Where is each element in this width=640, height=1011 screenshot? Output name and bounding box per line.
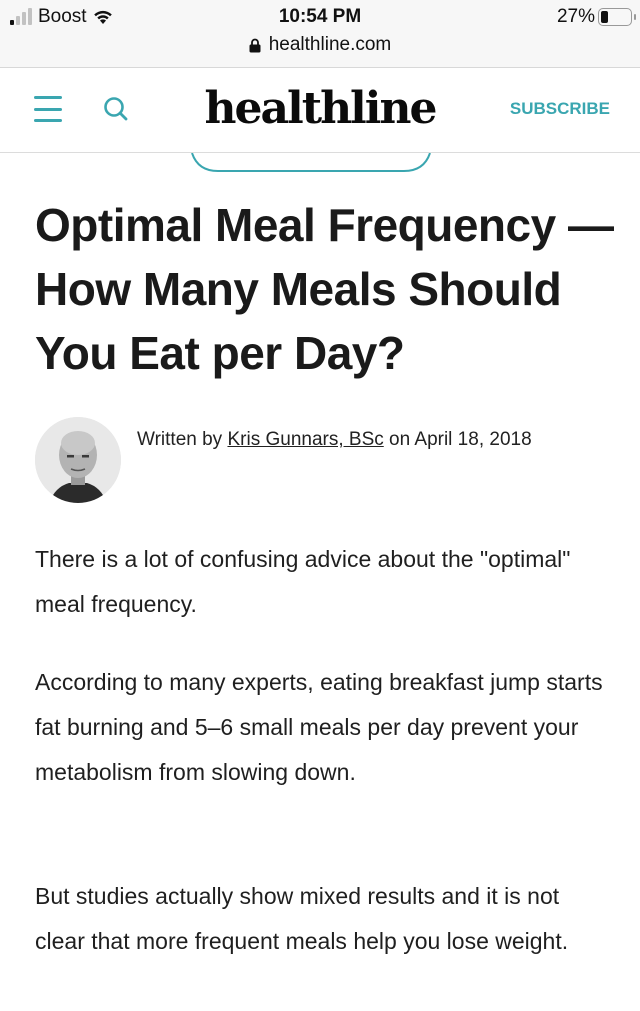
status-right: 27% [556,6,636,28]
author-photo-icon [35,417,121,503]
clock: 10:54 PM [278,6,362,27]
author-avatar[interactable] [35,417,121,503]
address-bar[interactable]: healthline.com [0,34,640,56]
lock-icon [249,38,261,52]
url-text: healthline.com [268,34,392,55]
byline-date: on April 18, 2018 [383,429,532,450]
byline: Written by Kris Gunnars, BSc on April 18… [35,417,615,507]
article-title: Optimal Meal Frequency — How Many Meals … [35,199,614,379]
article-paragraph: There is a lot of confusing advice about… [35,546,571,617]
subscribe-button[interactable]: SUBSCRIBE [509,99,610,118]
menu-icon[interactable] [34,96,62,122]
byline-prefix: Written by [137,429,228,450]
nav-tab-outline[interactable] [190,153,432,175]
article-paragraph: According to many experts, eating breakf… [35,669,603,785]
article-paragraph: But studies actually show mixed results … [35,883,569,954]
healthline-logo[interactable]: healthline [204,83,438,134]
site-header: healthline SUBSCRIBE [0,69,640,153]
search-icon[interactable] [100,93,132,125]
byline-text: Written by Kris Gunnars, BSc on April 18… [137,423,607,457]
status-left: Boost [10,6,113,28]
carrier-name: Boost [38,6,87,27]
status-bar: Boost 10:54 PM 27% healthline.com [0,0,640,68]
wifi-icon [93,10,112,24]
signal-icon [10,8,32,25]
battery-percent: 27% [556,6,595,27]
battery-icon [598,8,636,26]
author-link[interactable]: Kris Gunnars, BSc [227,429,384,450]
